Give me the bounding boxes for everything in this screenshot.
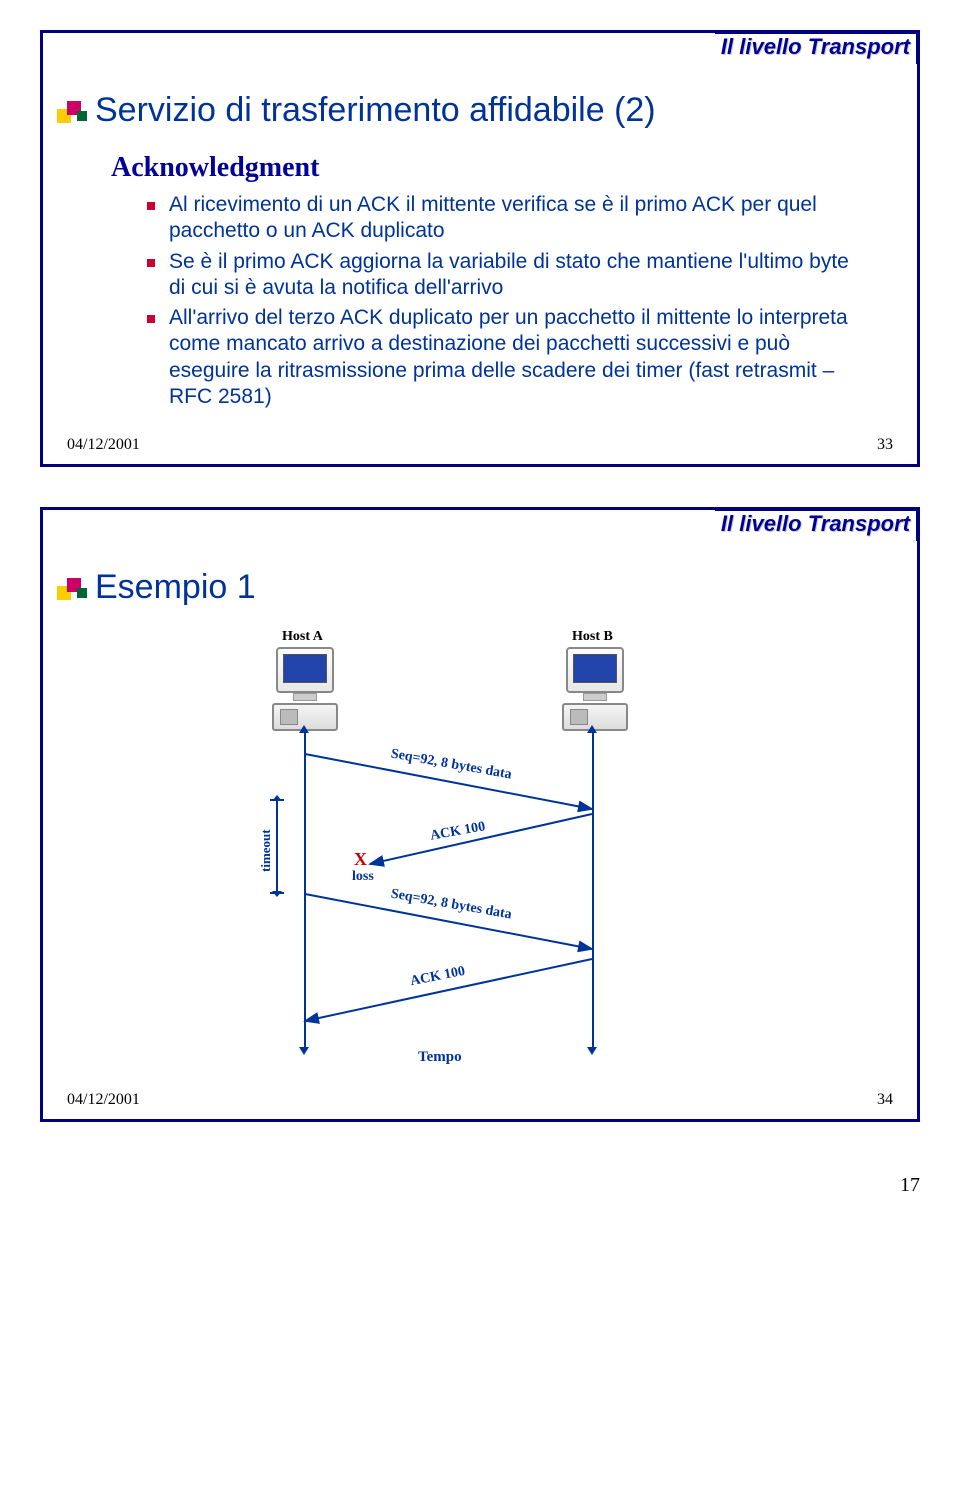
slide-footer: 04/12/2001 33 — [67, 436, 893, 454]
header-badge: Il livello Transport — [715, 31, 919, 64]
title-decoration-icon — [57, 574, 85, 602]
title-block: Esempio 1 — [67, 568, 893, 607]
arrow-icon — [272, 891, 282, 897]
document-page-number: 17 — [0, 1162, 960, 1217]
slide-2: Il livello Transport Esempio 1 Host A Ho… — [40, 507, 920, 1122]
bullet-item: All'arrivo del terzo ACK duplicato per u… — [147, 305, 863, 410]
timeout-bar — [276, 799, 278, 894]
slide-1: Il livello Transport Servizio di trasfer… — [40, 30, 920, 467]
slide-subtitle: Acknowledgment — [111, 152, 893, 184]
footer-date: 04/12/2001 — [67, 436, 140, 454]
sequence-diagram: Host A Host B — [180, 629, 780, 1069]
bullet-item: Al ricevimento di un ACK il mittente ver… — [147, 192, 863, 245]
footer-page: 33 — [877, 436, 893, 454]
arrow-icon — [272, 795, 282, 801]
header-badge: Il livello Transport — [715, 508, 919, 541]
loss-label: loss — [352, 869, 374, 885]
bullet-item: Se è il primo ACK aggiorna la variabile … — [147, 249, 863, 302]
x-mark: X — [354, 849, 367, 870]
footer-date: 04/12/2001 — [67, 1091, 140, 1109]
bullet-list: Al ricevimento di un ACK il mittente ver… — [147, 192, 863, 410]
footer-page: 34 — [877, 1091, 893, 1109]
timeout-label: timeout — [258, 829, 274, 872]
tempo-label: Tempo — [418, 1049, 462, 1066]
title-decoration-icon — [57, 97, 85, 125]
title-block: Servizio di trasferimento affidabile (2) — [67, 91, 893, 130]
slide-title: Servizio di trasferimento affidabile (2) — [95, 91, 893, 130]
slide-footer: 04/12/2001 34 — [67, 1091, 893, 1109]
slide-title: Esempio 1 — [95, 568, 893, 607]
